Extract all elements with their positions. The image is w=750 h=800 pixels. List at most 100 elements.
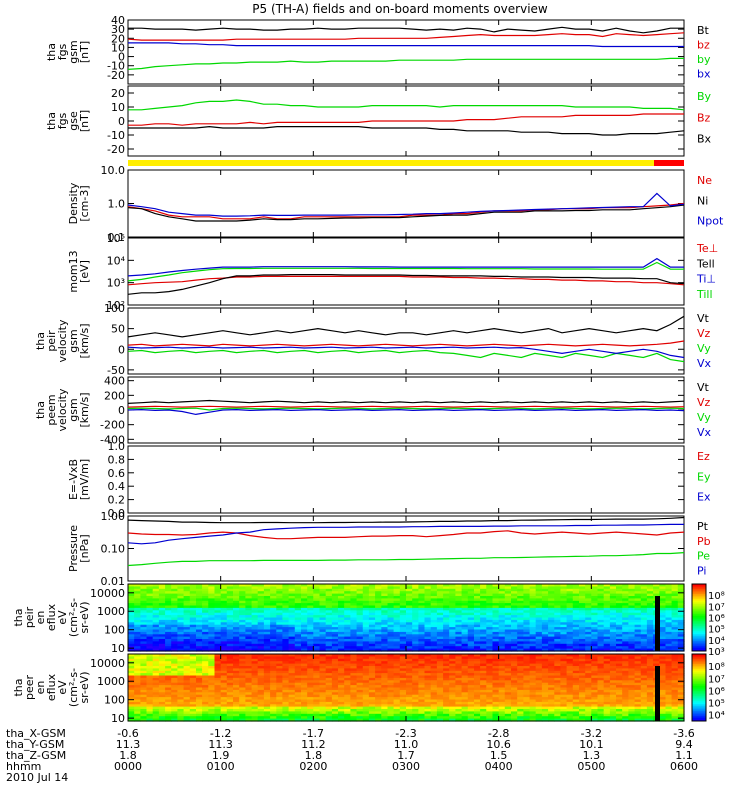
spectrogram-cell	[566, 661, 574, 665]
spectrogram-cell	[486, 607, 494, 611]
spectrogram-cell	[301, 718, 308, 722]
spectrogram-cell	[541, 713, 549, 717]
spectrogram-cell	[331, 692, 339, 696]
spectrogram-cell	[344, 685, 351, 689]
spectrogram-cell	[579, 586, 586, 590]
spectrogram-cell	[276, 622, 284, 626]
spectrogram-cell	[591, 584, 599, 587]
spectrogram-cell	[171, 709, 178, 712]
spectrogram-cell	[640, 612, 648, 616]
spectrogram-cell	[165, 610, 172, 614]
spectrogram-cell	[214, 661, 222, 665]
spectrogram-cell	[257, 584, 265, 587]
spectrogram-cell	[356, 617, 364, 621]
spectrogram-cell	[461, 704, 469, 708]
spectrogram-cell	[226, 663, 234, 667]
spectrogram-cell	[498, 629, 506, 633]
spectrogram-cell	[257, 622, 265, 626]
spectrogram-cell	[535, 713, 543, 717]
spectrogram-cell	[226, 629, 234, 633]
spectrogram-cell	[504, 624, 512, 628]
spectrogram-cell	[467, 697, 475, 701]
spectrogram-cell	[443, 624, 450, 628]
spectrogram-cell	[350, 673, 358, 677]
spectrogram-cell	[362, 663, 370, 667]
spectrogram-cell	[196, 648, 203, 652]
spectrogram-cell	[350, 711, 358, 715]
spectrogram-cell	[523, 646, 531, 650]
spectrogram-cell	[165, 711, 172, 715]
spectrogram-cell	[548, 636, 555, 640]
spectrogram-cell	[263, 584, 271, 587]
spectrogram-cell	[393, 713, 401, 717]
spectrogram-cell	[486, 718, 494, 722]
spectrogram-cell	[436, 663, 444, 667]
spectrogram-cell	[362, 666, 370, 669]
spectrogram-cell	[560, 658, 568, 662]
spectrogram-cell	[196, 654, 203, 657]
spectrogram-cell	[214, 607, 222, 611]
spectrogram-cell	[449, 648, 456, 652]
spectrogram-cell	[208, 617, 216, 621]
spectrogram-cell	[406, 701, 413, 705]
spectrogram-cell	[566, 619, 574, 623]
y-axis-label: thapeirvelocitygsm[km/s]	[34, 319, 91, 362]
spectrogram-cell	[214, 663, 222, 667]
spectrogram-cell	[480, 641, 487, 645]
spectrogram-cell	[270, 603, 277, 607]
spectrogram-cell	[208, 711, 216, 715]
spectrogram-cell	[239, 701, 246, 705]
spectrogram-cell	[158, 661, 166, 665]
spectrogram-cell	[263, 607, 271, 611]
spectrogram-cell	[313, 600, 321, 604]
spectrogram-cell	[331, 716, 339, 720]
spectrogram-cell	[319, 631, 327, 635]
spectrogram-cell	[220, 631, 228, 635]
spectrogram-cell	[486, 654, 494, 657]
spectrogram-cell	[387, 624, 395, 628]
spectrogram-cell	[171, 648, 178, 652]
spectrogram-cell	[276, 607, 284, 611]
spectrogram-cell	[486, 699, 494, 703]
spectrogram-cell	[251, 598, 259, 602]
spectrogram-cell	[368, 656, 376, 660]
spectrogram-cell	[461, 591, 469, 595]
spectrogram-cell	[381, 631, 389, 635]
spectrogram-cell	[350, 588, 358, 592]
spectrogram-cell	[418, 639, 426, 642]
spectrogram-cell	[128, 680, 135, 684]
spectrogram-cell	[406, 709, 413, 712]
spectrogram-cell	[406, 646, 413, 650]
spectrogram-cell	[646, 605, 654, 609]
spectrogram-cell	[511, 615, 518, 619]
spectrogram-cell	[307, 718, 314, 722]
spectrogram-cell	[480, 677, 487, 681]
spectrogram-cell	[245, 701, 253, 705]
spectrogram-cell	[375, 675, 382, 679]
spectrogram-cell	[585, 687, 592, 691]
spectrogram-cell	[461, 656, 469, 660]
spectrogram-cell	[430, 668, 438, 672]
spectrogram-cell	[276, 631, 284, 635]
spectrogram-cell	[301, 682, 308, 686]
spectrogram-cell	[257, 648, 265, 652]
spectrogram-cell	[189, 648, 197, 652]
spectrogram-cell	[572, 673, 580, 677]
spectrogram-cell	[140, 670, 148, 674]
spectrogram-cell	[301, 639, 308, 642]
spectrogram-cell	[399, 636, 407, 640]
spectrogram-cell	[449, 596, 456, 599]
spectrogram-cell	[572, 718, 580, 722]
spectrogram-cell	[387, 682, 395, 686]
spectrogram-cell	[430, 694, 438, 698]
spectrogram-cell	[430, 689, 438, 693]
spectrogram-cell	[467, 666, 475, 669]
spectrogram-cell	[307, 699, 314, 703]
spectrogram-cell	[461, 610, 469, 614]
spectrogram-cell	[362, 636, 370, 640]
spectrogram-cell	[214, 689, 222, 693]
spectrogram-cell	[566, 680, 574, 684]
spectrogram-cell	[263, 612, 271, 616]
spectrogram-cell	[671, 639, 679, 642]
spectrogram-cell	[566, 588, 574, 592]
